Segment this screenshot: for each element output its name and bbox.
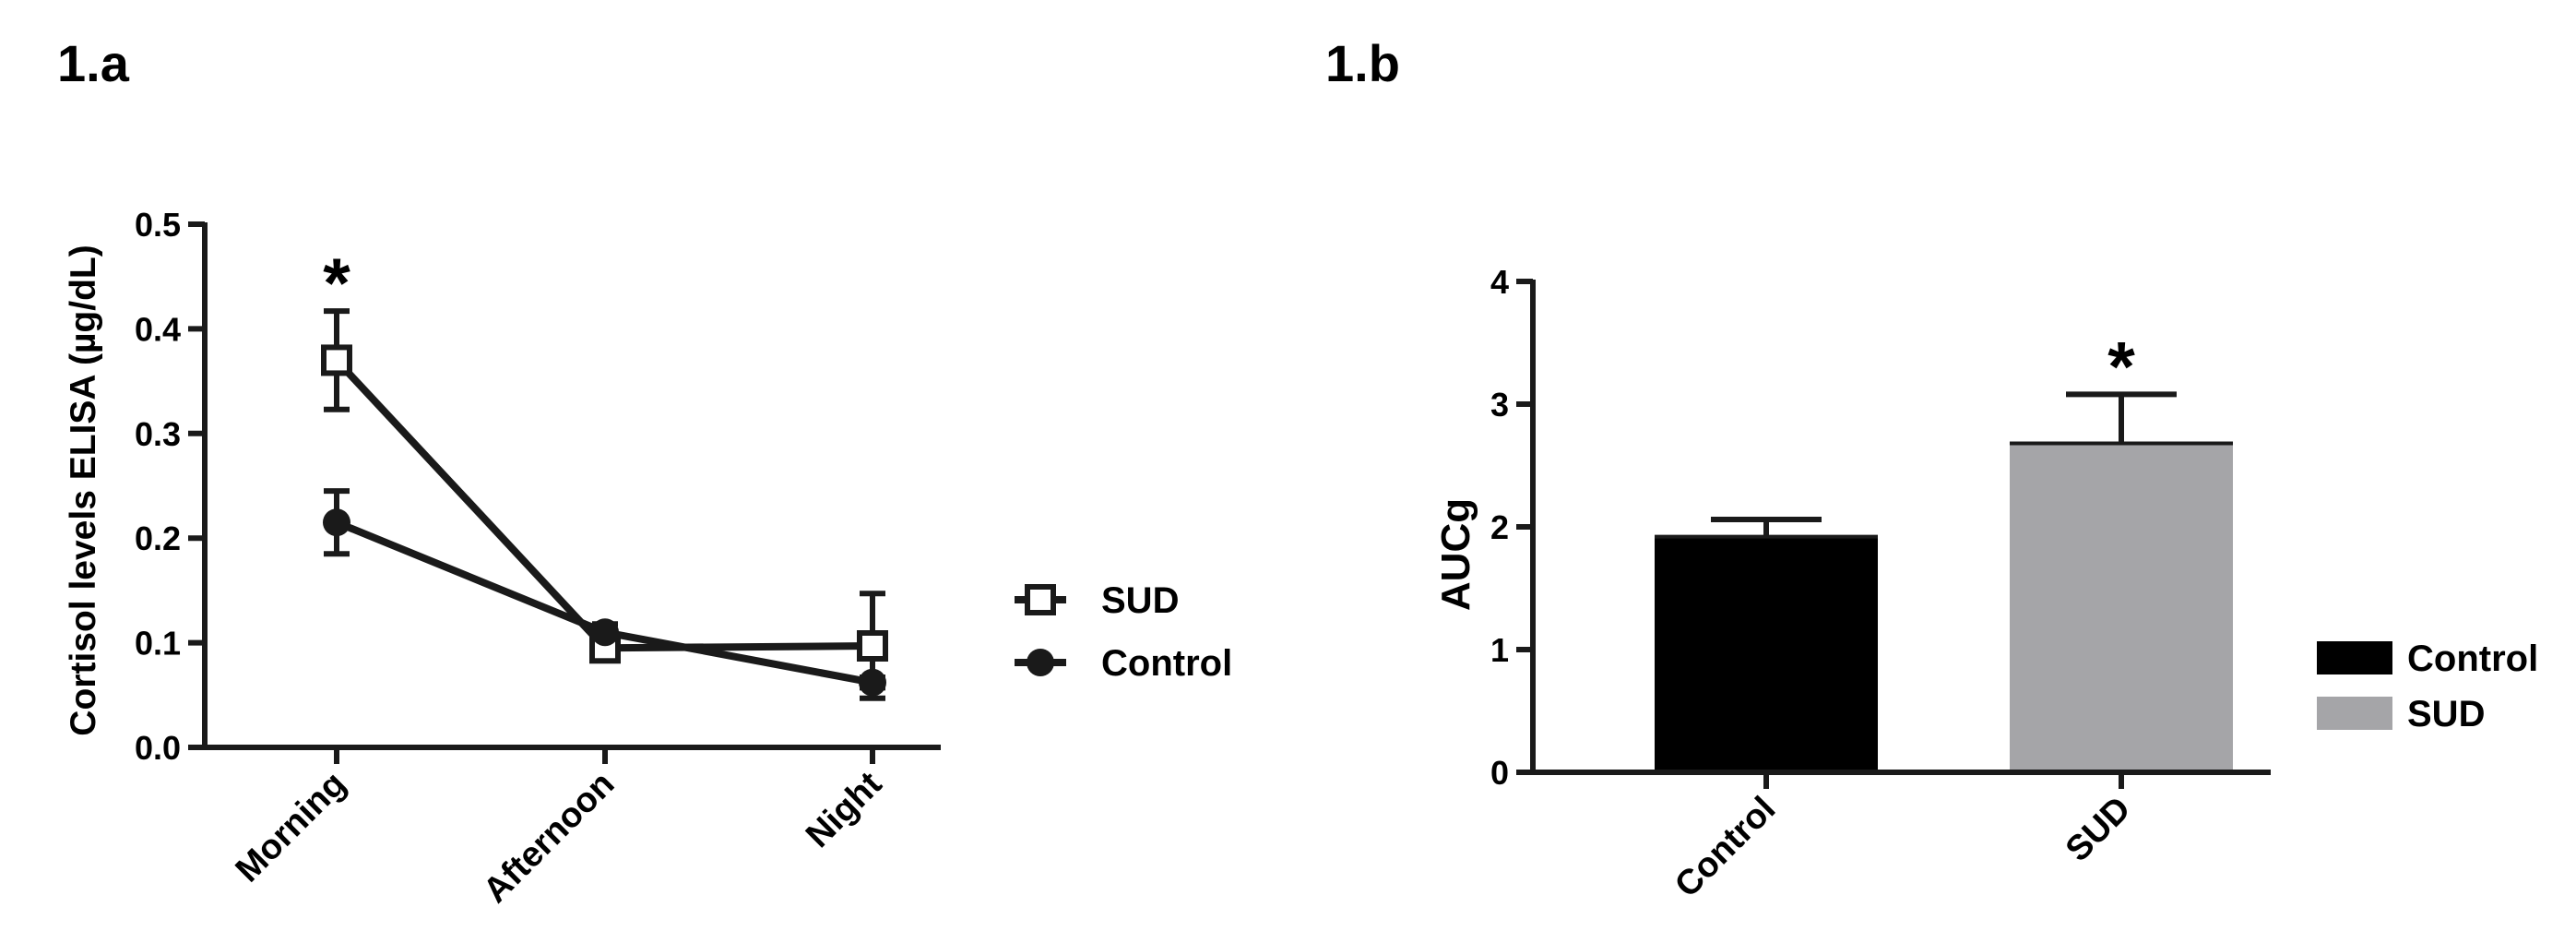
panel-label-a: 1.a (57, 34, 130, 92)
y-tick-label: 0 (1490, 754, 1509, 792)
y-tick-label: 0.5 (135, 206, 181, 244)
legend-label-control: Control (2407, 639, 2538, 679)
panel-label-b: 1.b (1325, 34, 1400, 92)
data-point-control (323, 508, 350, 537)
y-tick-label: 1 (1490, 631, 1509, 669)
legend-swatch-control (2317, 641, 2392, 674)
y-tick-label: 0.2 (135, 519, 181, 557)
legend-marker-control (1027, 649, 1054, 676)
x-tick-label-afternoon: Afternoon (476, 765, 622, 911)
y-tick-label: 0.1 (135, 625, 181, 662)
bar-sud (2010, 443, 2233, 772)
x-tick-label-control: Control (1668, 790, 1783, 905)
bar-chart-aucg: 0 1 2 3 4 Control SUD AUCg * Control SUD (1433, 263, 2538, 905)
line-chart-cortisol: 0.0 0.1 0.2 0.3 0.4 0.5 Morning Afternoon Night C… (64, 206, 1232, 911)
data-point-control (859, 668, 886, 697)
legend-marker-sud (1025, 584, 1056, 615)
y-axis-title: AUCg (1433, 498, 1478, 611)
y-axis-title: Cortisol levels ELISA (µg/dL) (64, 245, 103, 735)
y-tick-label: 0.3 (135, 415, 181, 453)
legend-label-sud: SUD (1101, 580, 1179, 621)
y-tick-label: 3 (1490, 386, 1509, 424)
data-point-control (591, 618, 619, 647)
bar-control (1655, 536, 1878, 772)
legend-label-sud: SUD (2407, 694, 2485, 734)
significance-asterisk: * (323, 245, 350, 323)
y-tick-label: 4 (1490, 263, 1509, 301)
y-tick-label: 0.4 (135, 310, 181, 348)
data-point-sud (857, 630, 888, 662)
y-tick-label: 2 (1490, 508, 1509, 546)
x-tick-label-sud: SUD (2059, 790, 2138, 869)
data-point-sud (321, 344, 352, 376)
y-tick-label: 0.0 (135, 729, 181, 767)
x-tick-label-night: Night (799, 764, 890, 855)
series-line-sud (334, 357, 873, 652)
x-tick-label-morning: Morning (229, 765, 354, 890)
legend-label-control: Control (1101, 643, 1232, 684)
significance-asterisk: * (2107, 328, 2135, 406)
legend-swatch-sud (2317, 697, 2392, 730)
